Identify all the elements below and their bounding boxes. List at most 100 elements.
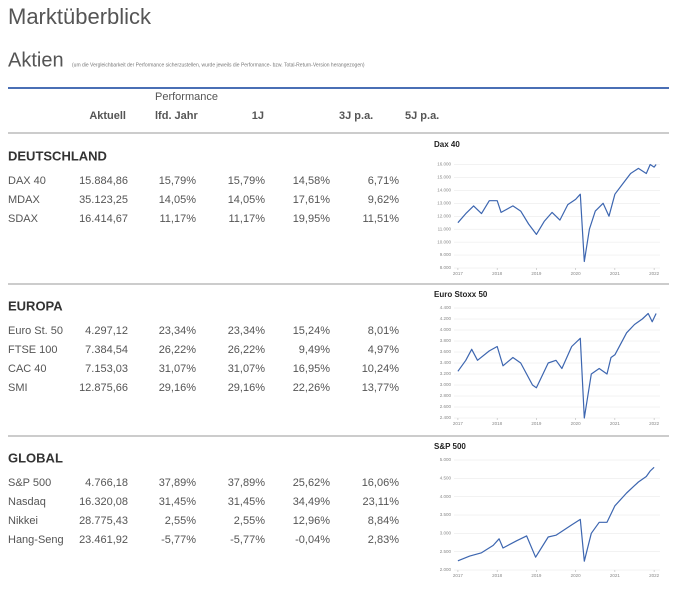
cell: 10,24% [362, 363, 400, 375]
cell: 22,26% [293, 382, 331, 394]
cell: 23.461,92 [79, 534, 128, 546]
cell: 4.766,18 [85, 477, 128, 489]
cell: 23,11% [363, 496, 400, 508]
cell: 23,34% [159, 325, 197, 337]
y-tick-label: 3.400 [440, 360, 452, 365]
cell: 8,01% [368, 325, 399, 337]
x-tick-label: 2022 [649, 421, 660, 426]
y-tick-label: 2.400 [440, 415, 452, 420]
chart-title: Euro Stoxx 50 [434, 290, 488, 299]
note: (um die Vergleichbarkeit der Performance… [72, 62, 365, 68]
section-title: Aktien [8, 49, 64, 71]
x-tick-label: 2019 [531, 421, 542, 426]
cell: 4.297,12 [85, 325, 128, 337]
y-tick-label: 3.000 [440, 531, 452, 536]
y-tick-label: 2.000 [440, 567, 452, 572]
cell: 16.414,67 [79, 213, 128, 225]
cell: 29,16% [159, 382, 197, 394]
cell: -5,77% [161, 534, 196, 546]
x-tick-label: 2020 [571, 573, 582, 578]
x-tick-label: 2021 [610, 421, 621, 426]
row-label: SDAX [8, 213, 39, 225]
cell: 9,49% [299, 344, 330, 356]
cell: -5,77% [230, 534, 265, 546]
cell: 34,49% [293, 496, 331, 508]
y-tick-label: 4.500 [440, 476, 452, 481]
y-tick-label: 8.000 [440, 265, 452, 270]
cell: 26,22% [159, 344, 197, 356]
cell: 16.320,08 [79, 496, 128, 508]
cell: 12,96% [293, 515, 331, 527]
cell: 11,51% [363, 213, 400, 225]
cell: 23,34% [228, 325, 266, 337]
cell: -0,04% [295, 534, 330, 546]
row-label: Hang-Seng [8, 534, 64, 546]
y-tick-label: 3.600 [440, 349, 452, 354]
cell: 2,55% [234, 515, 265, 527]
group-title: GLOBAL [8, 450, 63, 465]
cell: 26,22% [228, 344, 266, 356]
cell: 14,05% [228, 194, 266, 206]
y-tick-label: 14.000 [437, 188, 451, 193]
row-label: S&P 500 [8, 477, 51, 489]
row-label: CAC 40 [8, 363, 47, 375]
cell: 16,95% [293, 363, 331, 375]
x-tick-label: 2022 [649, 573, 660, 578]
x-tick-label: 2017 [453, 573, 464, 578]
x-tick-label: 2017 [453, 421, 464, 426]
line-series [457, 312, 657, 419]
cell: 14,58% [293, 175, 331, 187]
column-header: Performance [155, 91, 218, 103]
x-tick-label: 2021 [610, 573, 621, 578]
x-tick-label: 2018 [492, 421, 503, 426]
row-label: SMI [8, 382, 28, 394]
y-tick-label: 13.000 [437, 200, 451, 205]
y-tick-label: 9.000 [440, 252, 452, 257]
column-header: Aktuell [89, 110, 126, 122]
row-label: MDAX [8, 194, 40, 206]
x-tick-label: 2018 [492, 271, 503, 276]
cell: 15,79% [159, 175, 197, 187]
cell: 31,45% [228, 496, 266, 508]
column-header: 3J p.a. [339, 110, 373, 122]
y-tick-label: 3.200 [440, 371, 452, 376]
cell: 31,45% [159, 496, 197, 508]
cell: 7.384,54 [85, 344, 128, 356]
group-title: DEUTSCHLAND [8, 148, 107, 163]
x-tick-label: 2018 [492, 573, 503, 578]
y-tick-label: 12.000 [437, 213, 451, 218]
column-header: lfd. Jahr [155, 110, 199, 122]
cell: 31,07% [159, 363, 197, 375]
row-label: Nasdaq [8, 496, 46, 508]
x-tick-label: 2020 [571, 421, 582, 426]
y-tick-label: 4.400 [440, 305, 452, 310]
cell: 2,83% [368, 534, 399, 546]
cell: 15.884,86 [79, 175, 128, 187]
y-tick-label: 3.800 [440, 338, 452, 343]
cell: 19,95% [293, 213, 331, 225]
cell: 17,61% [293, 194, 331, 206]
cell: 29,16% [228, 382, 266, 394]
y-tick-label: 2.600 [440, 404, 452, 409]
cell: 37,89% [228, 477, 266, 489]
cell: 8,84% [368, 515, 399, 527]
y-tick-label: 10.000 [437, 239, 451, 244]
column-header: 1J [252, 110, 264, 122]
y-tick-label: 5.000 [440, 457, 452, 462]
chart-title: S&P 500 [434, 442, 466, 451]
y-tick-label: 16.000 [437, 162, 451, 167]
x-tick-label: 2021 [610, 271, 621, 276]
cell: 4,97% [368, 344, 399, 356]
cell: 37,89% [159, 477, 197, 489]
x-tick-label: 2022 [649, 271, 660, 276]
cell: 6,71% [368, 175, 399, 187]
cell: 28.775,43 [79, 515, 128, 527]
x-tick-label: 2020 [571, 271, 582, 276]
cell: 7.153,03 [85, 363, 128, 375]
cell: 15,24% [293, 325, 331, 337]
y-tick-label: 2.800 [440, 393, 452, 398]
group-title: EUROPA [8, 298, 63, 313]
x-tick-label: 2019 [531, 271, 542, 276]
cell: 11,17% [229, 213, 266, 225]
